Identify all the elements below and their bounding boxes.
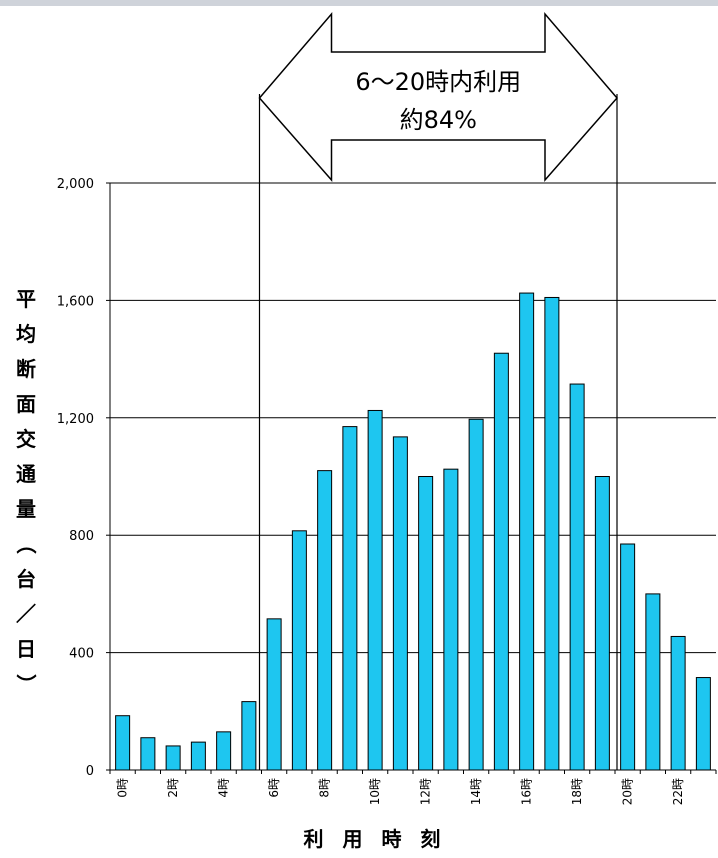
y-axis-label-char: 断 [16, 357, 36, 381]
double-arrow-shape [258, 11, 618, 182]
bar [367, 409, 383, 771]
bar [266, 618, 282, 771]
x-tick-label: 12時 [419, 778, 433, 805]
y-tick-label: 2,000 [57, 177, 94, 192]
x-tick-label: 18時 [570, 778, 584, 805]
bar [291, 530, 307, 771]
x-tick-label: 22時 [671, 778, 685, 805]
x-tick-label: 20時 [621, 778, 635, 805]
y-tick-label: 1,200 [57, 412, 94, 427]
y-axis-label-char: （ [14, 534, 38, 554]
annotation-line-2: 約84% [400, 106, 477, 134]
bar [140, 737, 156, 771]
bar [544, 296, 560, 771]
bar [695, 677, 711, 771]
bar [115, 715, 131, 771]
y-axis-label-char: 面 [16, 392, 36, 416]
y-axis-label-char: 日 [16, 637, 36, 661]
y-axis-label-char: ） [14, 674, 38, 694]
bar [493, 352, 509, 771]
y-tick-label: 800 [69, 529, 94, 544]
y-tick-label: 400 [69, 647, 94, 662]
bar [670, 635, 686, 771]
annotation-line-1: 6～20時内利用 [355, 68, 521, 96]
bar [620, 543, 636, 771]
bar [392, 436, 408, 771]
y-axis-label-char: 台 [16, 567, 36, 591]
bar [519, 292, 535, 771]
bar [165, 745, 181, 771]
bar [569, 383, 585, 771]
bar [342, 426, 358, 771]
bars [115, 292, 711, 771]
x-tick-label: 6時 [267, 778, 281, 798]
bar [190, 741, 206, 771]
bar [443, 468, 459, 771]
y-tick-label: 0 [86, 764, 94, 779]
bar [594, 476, 610, 771]
x-tick-label: 4時 [217, 778, 231, 798]
gridlines [110, 182, 716, 654]
x-tick-label: 10時 [368, 778, 382, 805]
y-tick-label: 1,600 [57, 294, 94, 309]
top-border-strip [0, 0, 718, 6]
x-tick-label: 0時 [116, 778, 130, 798]
y-axis-label-char: 量 [16, 497, 36, 521]
x-tick-label: 8時 [318, 778, 332, 798]
y-axis-label-char: 通 [16, 462, 36, 486]
y-axis-ticks: 0 400 800 1,200 1,600 2,000 [57, 177, 110, 779]
bar [317, 470, 333, 771]
x-tick-label: 14時 [469, 778, 483, 805]
bar [645, 593, 661, 771]
y-axis-label-char: 交 [16, 427, 36, 451]
x-tick-label: 16時 [520, 778, 534, 805]
x-axis-label: 利 用 時 刻 [304, 827, 447, 851]
bar [241, 701, 257, 771]
bar [216, 731, 232, 771]
bar [468, 418, 484, 771]
x-tick-label: 2時 [166, 778, 180, 798]
y-axis-label-char: 均 [16, 322, 36, 346]
x-axis-ticks: 0時 2時 4時 6時 8時 10時 12時 14時 16時 18時 20時 22時 [109, 770, 717, 805]
y-axis-label-char: ／ [16, 602, 36, 626]
bar [418, 476, 434, 771]
y-axis-label-char: 平 [16, 287, 36, 311]
